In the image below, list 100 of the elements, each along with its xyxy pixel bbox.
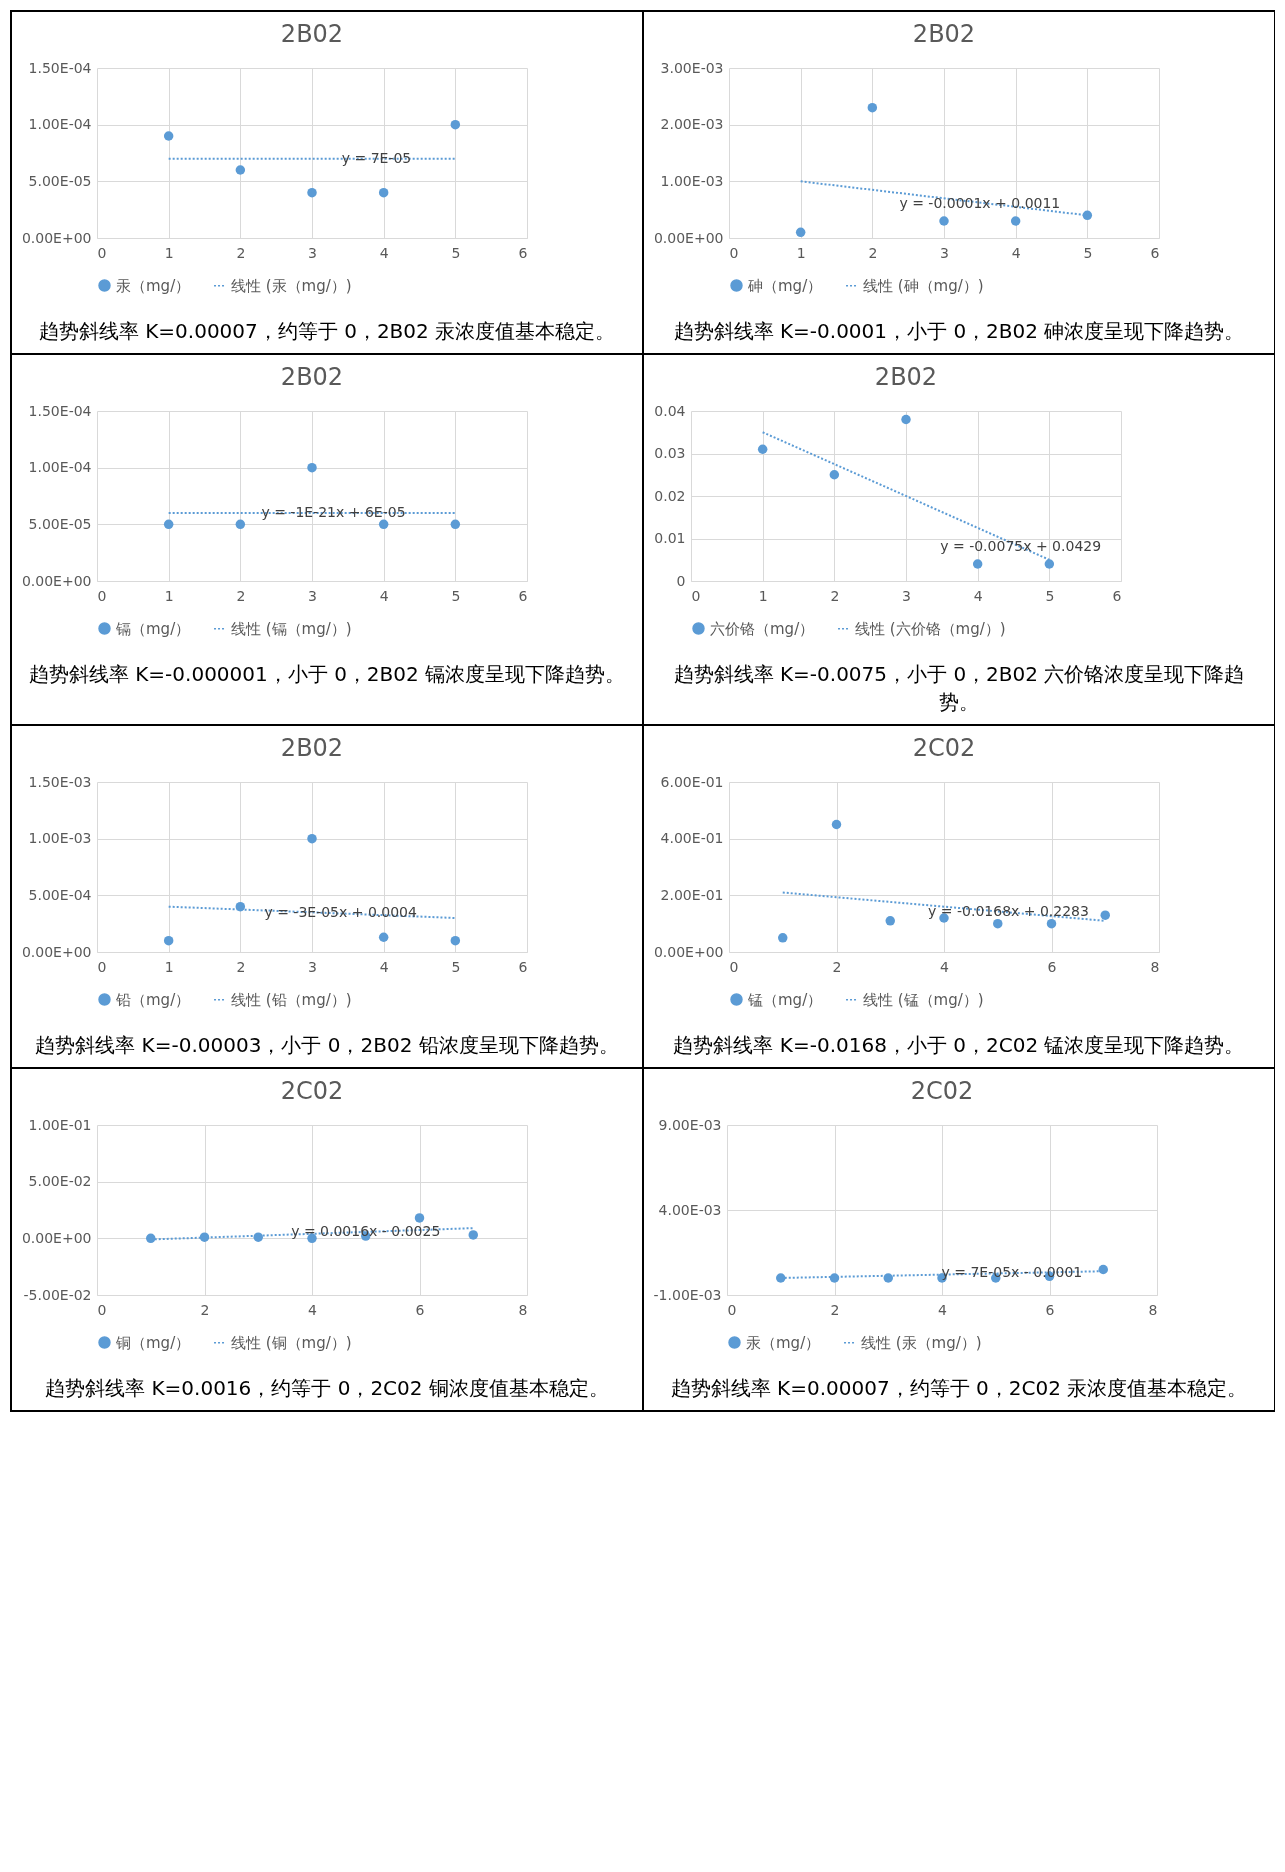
legend-label: 汞（mg/） — [116, 276, 191, 295]
x-tick-label: 4 — [940, 958, 950, 975]
y-tick-label: 4.00E-01 — [660, 830, 724, 847]
legend-label: 线性 (镉（mg/）) — [231, 619, 352, 638]
x-tick-label: 4 — [379, 958, 389, 975]
x-tick-label: 8 — [518, 1301, 528, 1318]
annotation: y = -1E-21x + 6E-05 — [261, 504, 406, 520]
x-tick-label: 3 — [308, 958, 317, 975]
x-tick-label: 2 — [236, 958, 246, 975]
y-tick-label: 6.00E-01 — [660, 773, 724, 790]
x-tick-label: 5 — [451, 244, 461, 261]
y-tick-label: 3.00E-03 — [660, 59, 724, 76]
y-tick-label: 0.00E+00 — [653, 943, 724, 960]
y-tick-label: 1.00E-03 — [660, 172, 724, 189]
text: 趋势斜线率 K=-0.00003，小于 0，2B02 铅浓度呈现下降趋势。 — [34, 1032, 620, 1059]
legend-label: 线性 (砷（mg/）) — [863, 276, 984, 295]
text: 趋势斜线率 K=-0.0168，小于 0，2C02 锰浓度呈现下降趋势。 — [672, 1032, 1246, 1059]
y-tick-label: -1.00E-03 — [653, 1286, 722, 1303]
x-tick-label: 0 — [97, 587, 107, 604]
y-tick-label: 2.00E-01 — [660, 886, 724, 903]
x-tick-label: 2 — [830, 587, 840, 604]
text: 趋势斜线率 K=-0.0075，小于 0，2B02 六价铬浓度呈现下降趋势。 — [672, 661, 1246, 716]
y-tick-label: 0.02 — [654, 487, 686, 504]
chart-title: 2C02 — [910, 1077, 974, 1105]
legend-label: 锰（mg/） — [747, 990, 823, 1009]
x-tick-label: 2 — [830, 1301, 840, 1318]
x-tick-label: 6 — [1045, 1301, 1055, 1318]
y-tick-label: 1.00E-03 — [28, 830, 92, 847]
x-tick-label: 0 — [97, 1301, 107, 1318]
x-tick-label: 1 — [164, 244, 174, 261]
legend-label: 线性 (六价铬（mg/）) — [855, 619, 1006, 638]
y-tick-label: 0.00E+00 — [21, 229, 92, 246]
y-tick-label: 5.00E-02 — [28, 1173, 92, 1190]
x-tick-label: 1 — [796, 244, 806, 261]
x-tick-label: 4 — [308, 1301, 318, 1318]
x-tick-label: 6 — [415, 1301, 425, 1318]
x-tick-label: 2 — [868, 244, 878, 261]
y-tick-label: 0.03 — [654, 445, 686, 461]
x-tick-label: 2 — [236, 244, 246, 261]
chart-title: 2B02 — [280, 734, 344, 762]
text: 趋势斜线率 K=0.0016，约等于 0，2C02 铜浓度值基本稳定。 — [44, 1375, 610, 1402]
x-tick-label: 3 — [940, 244, 949, 261]
y-tick-label: 1.00E-04 — [28, 116, 92, 133]
text: 趋势斜线率 K=-0.0001，小于 0，2B02 砷浓度呈现下降趋势。 — [672, 318, 1246, 345]
x-tick-label: 0 — [729, 958, 739, 975]
y-tick-label: 0.00E+00 — [21, 572, 92, 589]
y-tick-label: 5.00E-05 — [28, 172, 92, 189]
x-tick-label: 5 — [1083, 244, 1093, 261]
y-tick-label: 5.00E-05 — [28, 515, 92, 532]
y-tick-label: 2.00E-03 — [660, 116, 724, 133]
x-tick-label: 6 — [518, 244, 528, 261]
y-tick-label: 0.00E+00 — [21, 1229, 92, 1246]
legend-label: 六价铬（mg/） — [710, 619, 815, 638]
annotation: y = -0.0168x + 0.2283 — [928, 903, 1089, 920]
x-tick-label: 6 — [518, 958, 528, 975]
x-tick-label: 4 — [938, 1301, 948, 1318]
annotation: y = 7E-05 — [341, 149, 412, 166]
text: 趋势斜线率 K=0.00007，约等于 0，2B02 汞浓度值基本稳定。 — [37, 318, 617, 345]
legend-label: 线性 (锰（mg/）) — [863, 990, 984, 1009]
y-tick-label: 0 — [676, 572, 686, 589]
legend-label: 镉（mg/） — [115, 619, 191, 638]
text: 趋势斜线率 K=0.00007，约等于 0，2C02 汞浓度值基本稳定。 — [669, 1375, 1249, 1402]
y-tick-label: 1.50E-04 — [28, 59, 92, 76]
legend-label: 铅（mg/） — [115, 990, 191, 1009]
y-tick-label: 5.00E-04 — [28, 886, 92, 903]
text: 趋势斜线率 K=-0.000001，小于 0，2B02 镉浓度呈现下降趋势。 — [27, 661, 627, 688]
legend-label: 线性 (汞（mg/）) — [231, 276, 352, 295]
x-tick-label: 0 — [727, 1301, 737, 1318]
chart-title: 2B02 — [912, 20, 976, 48]
x-tick-label: 0 — [97, 958, 107, 975]
chart-title: 2B02 — [280, 363, 344, 391]
x-tick-label: 1 — [164, 587, 174, 604]
x-tick-label: 6 — [1112, 587, 1122, 604]
x-tick-label: 4 — [379, 244, 389, 261]
chart-title: 2C02 — [280, 1077, 344, 1105]
x-tick-label: 5 — [451, 958, 461, 975]
x-tick-label: 0 — [97, 244, 107, 261]
legend-label: 铜（mg/） — [115, 1333, 191, 1352]
y-tick-label: 1.00E-04 — [28, 459, 92, 476]
x-tick-label: 2 — [236, 587, 246, 604]
x-tick-label: 3 — [308, 244, 317, 261]
y-tick-label: 1.50E-04 — [28, 402, 92, 419]
x-tick-label: 2 — [200, 1301, 210, 1318]
chart-title: 2C02 — [912, 734, 976, 762]
x-tick-label: 4 — [1011, 244, 1021, 261]
x-tick-label: 4 — [379, 587, 389, 604]
chart-title: 2B02 — [874, 363, 938, 391]
legend-label: 汞（mg/） — [746, 1333, 821, 1352]
x-tick-label: 4 — [973, 587, 983, 604]
y-tick-label: 9.00E-03 — [658, 1116, 722, 1133]
x-tick-label: 5 — [451, 587, 461, 604]
legend-label: 线性 (汞（mg/）) — [861, 1333, 982, 1352]
x-tick-label: 5 — [1045, 587, 1055, 604]
y-tick-label: 0.00E+00 — [653, 229, 724, 246]
x-tick-label: 8 — [1148, 1301, 1158, 1318]
chart-title: 2B02 — [280, 20, 344, 48]
legend-label: 线性 (铅（mg/）) — [231, 990, 352, 1009]
x-tick-label: 2 — [832, 958, 842, 975]
x-tick-label: 1 — [164, 958, 174, 975]
annotation: y = 0.0016x - 0.0025 — [291, 1222, 441, 1239]
